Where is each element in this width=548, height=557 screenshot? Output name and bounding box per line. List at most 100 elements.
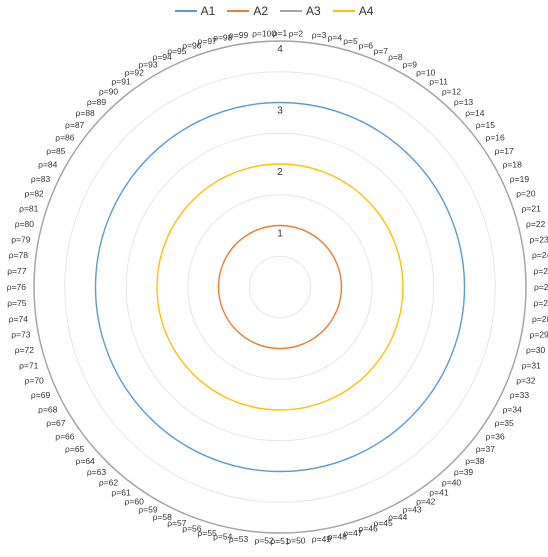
angular-tick-label: ρ=26: [534, 282, 548, 292]
angular-tick-label: ρ=27: [534, 298, 548, 308]
angular-tick-label: ρ=34: [503, 404, 523, 414]
angular-tick-label: ρ=41: [429, 488, 449, 498]
angular-tick-label: ρ=40: [442, 478, 462, 488]
radial-tick-label: 3: [277, 106, 283, 117]
angular-tick-label: ρ=11: [429, 77, 448, 87]
angular-tick-label: ρ=74: [9, 314, 29, 324]
angular-tick-label: ρ=23: [530, 234, 548, 244]
angular-tick-label: ρ=19: [510, 174, 530, 184]
angular-tick-label: ρ=80: [15, 219, 35, 229]
radial-tick-label: 2: [277, 167, 283, 178]
grid-ring: [187, 194, 373, 380]
angular-tick-label: ρ=81: [19, 204, 39, 214]
angular-tick-label: ρ=95: [167, 46, 187, 56]
angular-tick-label: ρ=60: [125, 497, 145, 507]
series-line-a2[interactable]: [217, 224, 343, 350]
angular-tick-label: ρ=70: [25, 376, 45, 386]
angular-tick-label: ρ=2: [289, 29, 304, 39]
angular-tick-label: ρ=82: [25, 189, 45, 199]
angular-tick-label: ρ=55: [198, 528, 218, 538]
angular-tick-label: ρ=72: [15, 345, 35, 355]
legend-swatch: [332, 10, 355, 12]
angular-tick-label: ρ=17: [495, 146, 515, 156]
angular-tick-label: ρ=52: [254, 536, 274, 546]
angular-tick-label: ρ=89: [87, 97, 107, 107]
angular-tick-label: ρ=66: [55, 431, 75, 441]
angular-tick-label: ρ=97: [198, 36, 218, 46]
legend-item-a2[interactable]: A2: [227, 4, 268, 18]
angular-tick-label: ρ=79: [11, 234, 31, 244]
angular-tick-label: ρ=59: [138, 505, 158, 515]
angular-tick-label: ρ=86: [55, 133, 75, 143]
angular-tick-label: ρ=75: [7, 298, 27, 308]
angular-tick-label: ρ=61: [111, 488, 131, 498]
angular-tick-label: ρ=68: [38, 404, 58, 414]
series-line-a4[interactable]: [156, 163, 404, 411]
angular-tick-label: ρ=33: [510, 390, 530, 400]
angular-tick-label: ρ=94: [153, 52, 173, 62]
angular-tick-label: ρ=57: [167, 518, 187, 528]
angular-tick-label: ρ=1: [273, 28, 288, 38]
angular-tick-label: ρ=37: [476, 444, 496, 454]
angular-tick-label: ρ=18: [503, 160, 523, 170]
angular-tick-label: ρ=7: [374, 46, 389, 56]
angular-tick-label: ρ=54: [213, 532, 233, 542]
angular-tick-label: ρ=31: [522, 361, 542, 371]
angular-tick-label: ρ=29: [530, 330, 548, 340]
legend-item-a3[interactable]: A3: [280, 4, 321, 18]
angular-tick-label: ρ=20: [516, 189, 536, 199]
angular-tick-label: ρ=13: [454, 97, 474, 107]
angular-tick-label: ρ=90: [99, 86, 119, 96]
angular-tick-label: ρ=43: [402, 505, 422, 515]
angular-tick-label: ρ=51: [270, 536, 290, 546]
angular-tick-label: ρ=35: [495, 418, 515, 428]
legend-label: A3: [306, 4, 321, 18]
angular-tick-label: ρ=47: [343, 528, 363, 538]
angular-tick-label: ρ=45: [374, 518, 394, 528]
angular-tick-label: ρ=58: [153, 512, 173, 522]
angular-tick-label: ρ=62: [99, 478, 119, 488]
angular-tick-label: ρ=5: [343, 36, 358, 46]
angular-tick-label: ρ=77: [7, 266, 27, 276]
angular-tick-label: ρ=87: [65, 120, 85, 130]
angular-tick-label: ρ=25: [534, 266, 548, 276]
grid-ring: [64, 71, 496, 503]
angular-tick-label: ρ=100: [252, 29, 276, 39]
angular-tick-label: ρ=85: [46, 146, 66, 156]
legend-label: A1: [200, 4, 216, 18]
series-line-a1[interactable]: [94, 101, 466, 473]
angular-tick-label: ρ=24: [532, 250, 548, 260]
legend-swatch: [280, 10, 302, 12]
grid-ring: [95, 102, 465, 472]
angular-tick-label: ρ=73: [11, 330, 31, 340]
angular-tick-label: ρ=63: [87, 467, 107, 477]
angular-tick-label: ρ=36: [486, 431, 506, 441]
angular-tick-label: ρ=38: [465, 456, 485, 466]
angular-tick-label: ρ=83: [31, 174, 51, 184]
angular-tick-label: ρ=42: [416, 497, 436, 507]
angular-tick-label: ρ=98: [213, 33, 233, 43]
angular-tick-label: ρ=12: [442, 86, 462, 96]
angular-tick-label: ρ=92: [125, 68, 145, 78]
grid-ring: [125, 132, 435, 442]
angular-tick-label: ρ=65: [65, 444, 85, 454]
angular-tick-label: ρ=96: [182, 40, 202, 50]
angular-tick-label: ρ=71: [19, 361, 39, 371]
angular-tick-label: ρ=53: [229, 534, 249, 544]
legend-swatch: [227, 10, 250, 12]
legend-item-a4[interactable]: A4: [332, 4, 374, 18]
angular-tick-label: ρ=6: [359, 40, 374, 50]
angular-tick-label: ρ=67: [46, 418, 66, 428]
legend-swatch: [174, 10, 197, 12]
radial-tick-label: 4: [277, 44, 283, 55]
series-line-a3[interactable]: [33, 40, 527, 534]
angular-tick-label: ρ=15: [476, 120, 496, 130]
angular-tick-label: ρ=56: [182, 524, 202, 534]
angular-tick-label: ρ=32: [516, 376, 536, 386]
legend-item-a1[interactable]: A1: [174, 4, 216, 18]
legend-label: A4: [358, 4, 374, 18]
grid-ring: [156, 163, 404, 411]
angular-tick-label: ρ=91: [111, 77, 131, 87]
angular-tick-label: ρ=30: [526, 345, 546, 355]
angular-tick-label: ρ=78: [9, 250, 29, 260]
